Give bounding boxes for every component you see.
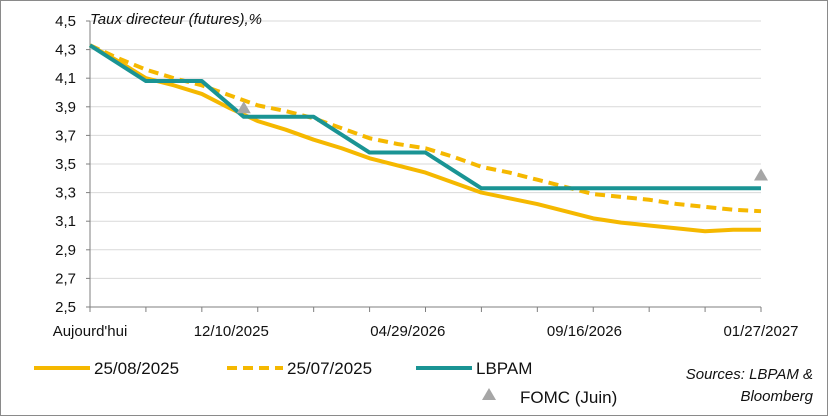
fomc-marker (754, 168, 768, 181)
x-tick-label: 04/29/2026 (370, 323, 445, 340)
fomc-markers (236, 101, 768, 181)
axes (86, 20, 762, 312)
x-tick-label: 01/27/2027 (723, 323, 798, 340)
y-tick-label: 2,9 (55, 242, 76, 259)
y-axis-label: Taux directeur (futures),% (90, 11, 262, 28)
legend-label-25-08-2025: 25/08/2025 (94, 359, 179, 378)
series-line-25-07-2025 (89, 43, 762, 214)
grid-lines (90, 20, 761, 279)
x-tick-label: Aujourd'hui (53, 323, 128, 340)
x-tick-label: 12/10/2025 (194, 323, 269, 340)
y-tick-label: 4,3 (55, 42, 76, 59)
legend-label-fomc: FOMC (Juin) (520, 388, 617, 407)
x-tick-label: 09/16/2026 (547, 323, 622, 340)
x-tick-labels: Aujourd'hui 12/10/2025 04/29/2026 09/16/202… (53, 323, 799, 340)
legend-label-25-07-2025: 25/07/2025 (287, 359, 372, 378)
legend-label-lbpam: LBPAM (476, 359, 532, 378)
y-tick-label: 3,3 (55, 185, 76, 202)
y-tick-label: 3,5 (55, 156, 76, 173)
y-tick-label: 3,9 (55, 99, 76, 116)
y-tick-labels: 4,5 4,3 4,1 3,9 3,7 3,5 3,3 3,1 2,9 2,7 2,5 (55, 13, 76, 316)
y-tick-label: 2,5 (55, 299, 76, 316)
y-tick-label: 4,5 (55, 13, 76, 30)
source-line-2: Bloomberg (740, 388, 813, 405)
series-line-25-08-2025 (89, 43, 761, 234)
y-tick-label: 4,1 (55, 70, 76, 87)
legend: 25/08/2025 25/07/2025 LBPAM FOMC (Juin) (34, 359, 617, 407)
series-line-lbpam (88, 43, 761, 191)
legend-swatch-fomc (482, 388, 496, 400)
y-tick-label: 2,7 (55, 270, 76, 287)
y-tick-label: 3,1 (55, 213, 76, 230)
fomc-marker (236, 101, 251, 114)
series-lines (88, 43, 762, 234)
source-line-1: Sources: LBPAM & (686, 366, 813, 383)
y-tick-label: 3,7 (55, 127, 76, 144)
